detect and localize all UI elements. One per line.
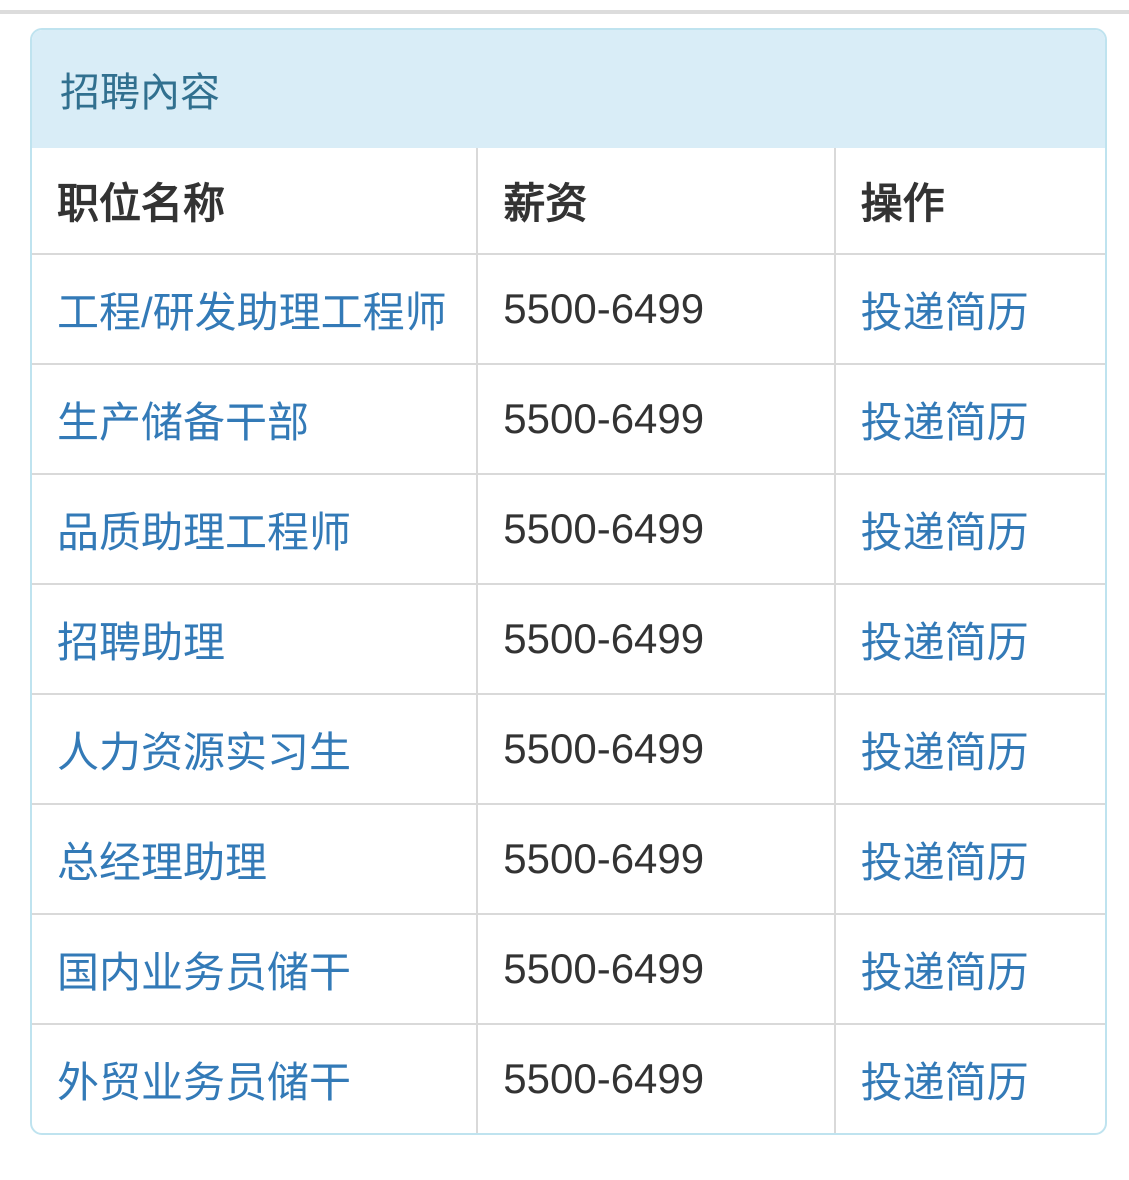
salary-cell: 5500-6499	[476, 583, 835, 694]
panel-title: 招聘內容	[60, 71, 220, 115]
job-title-link[interactable]: 工程/研发助理工程师	[57, 288, 447, 336]
apply-resume-link[interactable]: 投递简历	[860, 728, 1029, 776]
table-row: 生产储备干部 5500-6499 投递简历	[32, 363, 1105, 474]
apply-resume-link[interactable]: 投递简历	[860, 948, 1029, 996]
apply-resume-link[interactable]: 投递简历	[860, 508, 1029, 556]
salary-cell: 5500-6499	[476, 693, 835, 804]
action-cell: 投递简历	[833, 913, 1105, 1024]
column-header-action: 操作	[833, 148, 1105, 254]
column-header-position: 职位名称	[57, 180, 226, 227]
table-row: 总经理助理 5500-6499 投递简历	[32, 803, 1105, 914]
apply-resume-link[interactable]: 投递简历	[860, 1058, 1029, 1106]
table-row: 品质助理工程师 5500-6499 投递简历	[32, 473, 1105, 584]
position-cell: 招聘助理	[32, 583, 478, 694]
position-cell: 人力资源实习生	[32, 693, 478, 804]
position-cell: 国内业务员储干	[32, 913, 478, 1024]
table-row: 外贸业务员储干 5500-6499 投递简历	[32, 1023, 1105, 1133]
action-cell: 投递简历	[833, 1023, 1105, 1133]
job-title-link[interactable]: 外贸业务员储干	[57, 1058, 352, 1106]
salary-cell: 5500-6499	[476, 913, 835, 1024]
position-cell: 工程/研发助理工程师	[32, 253, 478, 364]
table-row: 招聘助理 5500-6499 投递简历	[32, 583, 1105, 694]
salary-cell: 5500-6499	[476, 473, 835, 584]
job-title-link[interactable]: 人力资源实习生	[57, 728, 352, 776]
table-row: 工程/研发助理工程师 5500-6499 投递简历	[32, 253, 1105, 364]
salary-cell: 5500-6499	[476, 1023, 835, 1133]
apply-resume-link[interactable]: 投递简历	[860, 288, 1029, 336]
action-cell: 投递简历	[833, 253, 1105, 364]
table-row: 国内业务员储干 5500-6499 投递简历	[32, 913, 1105, 1024]
table-header-row: 职位名称 薪资 操作	[32, 148, 1105, 254]
position-cell: 总经理助理	[32, 803, 478, 914]
panel-heading: 招聘內容	[32, 30, 1105, 148]
salary-cell: 5500-6499	[476, 803, 835, 914]
apply-resume-link[interactable]: 投递简历	[860, 398, 1029, 446]
table-row: 人力资源实习生 5500-6499 投递简历	[32, 693, 1105, 804]
position-cell: 外贸业务员储干	[32, 1023, 478, 1133]
action-cell: 投递简历	[833, 473, 1105, 584]
job-title-link[interactable]: 总经理助理	[57, 838, 268, 886]
jobs-table: 职位名称 薪资 操作 工程/研发助理工程师 5500-6499 投递简历 生产储…	[32, 148, 1105, 1133]
salary-cell: 5500-6499	[476, 363, 835, 474]
action-cell: 投递简历	[833, 803, 1105, 914]
position-cell: 生产储备干部	[32, 363, 478, 474]
apply-resume-link[interactable]: 投递简历	[860, 838, 1029, 886]
action-cell: 投递简历	[833, 363, 1105, 474]
page-top-divider	[0, 10, 1129, 14]
column-header-salary: 薪资	[476, 148, 835, 254]
job-title-link[interactable]: 品质助理工程师	[57, 508, 352, 556]
apply-resume-link[interactable]: 投递简历	[860, 618, 1029, 666]
position-cell: 品质助理工程师	[32, 473, 478, 584]
job-title-link[interactable]: 国内业务员储干	[57, 948, 352, 996]
action-cell: 投递简历	[833, 583, 1105, 694]
salary-cell: 5500-6499	[476, 253, 835, 364]
recruitment-panel: 招聘內容 职位名称 薪资 操作 工程/研发助理工程师 5500-6499 投递简…	[30, 28, 1107, 1135]
job-title-link[interactable]: 招聘助理	[57, 618, 226, 666]
action-cell: 投递简历	[833, 693, 1105, 804]
job-title-link[interactable]: 生产储备干部	[57, 398, 310, 446]
